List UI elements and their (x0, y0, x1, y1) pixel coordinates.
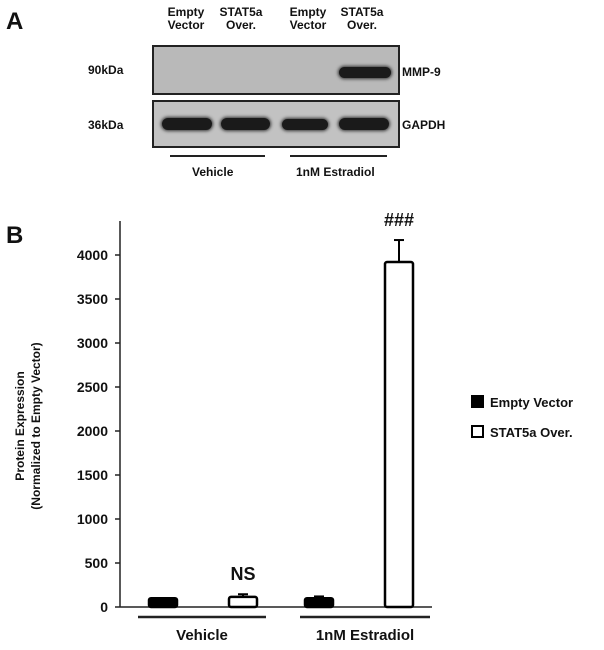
lane-header-line2: Over. (346, 18, 378, 32)
lane-header-line2: Vector (289, 18, 327, 32)
y-tick-label: 1000 (77, 511, 108, 527)
y-axis-label: (Normalized to Empty Vector) (29, 342, 43, 509)
blot-band (339, 67, 391, 78)
bar (227, 595, 259, 609)
y-tick-label: 3500 (77, 291, 108, 307)
significance-label: NS (230, 564, 255, 584)
bar (383, 260, 415, 609)
legend-swatch (471, 425, 484, 438)
group-line-estradiol (290, 155, 387, 157)
bar (303, 596, 335, 609)
y-tick-label: 1500 (77, 467, 108, 483)
x-category-label: Vehicle (176, 627, 228, 644)
significance-label: ### (384, 210, 414, 230)
y-tick-label: 3000 (77, 335, 108, 351)
legend-label: STAT5a Over. (490, 425, 573, 440)
blot-protein-label: MMP-9 (402, 65, 441, 79)
blot-band (162, 118, 212, 130)
western-blot-gapdh (152, 100, 400, 148)
y-tick-label: 4000 (77, 247, 108, 263)
y-tick-label: 2500 (77, 379, 108, 395)
western-blot-mmp9 (152, 45, 400, 95)
y-tick-label: 2000 (77, 423, 108, 439)
lane-header: STAT5a Over. (335, 6, 389, 32)
y-tick-label: 500 (85, 555, 109, 571)
group-line-vehicle (170, 155, 265, 157)
panel-a-letter: A (6, 8, 24, 35)
group-label-estradiol: 1nM Estradiol (296, 165, 375, 179)
blot-band (339, 118, 389, 130)
y-tick-label: 0 (100, 599, 108, 615)
blot-size-label: 90kDa (88, 63, 124, 77)
legend-swatch (471, 395, 484, 408)
bar (147, 596, 179, 609)
lane-header-line1: STAT5a (340, 5, 384, 19)
lane-header-line1: Empty (289, 5, 327, 19)
lane-header-line2: Vector (167, 18, 205, 32)
lane-header: STAT5a Over. (214, 6, 268, 32)
legend-label: Empty Vector (490, 395, 573, 410)
lane-header-line1: STAT5a (219, 5, 263, 19)
panel-b-letter: B (6, 222, 24, 249)
group-label-vehicle: Vehicle (192, 165, 234, 179)
chart-bars: NS ### (147, 210, 415, 609)
chart-axes: 0 500 1000 1500 2000 2500 3000 3500 4000 Protein … (13, 221, 432, 644)
blot-band (221, 118, 270, 130)
x-category-label: 1nM Estradiol (316, 627, 414, 644)
chart-legend: Empty Vector STAT5a Over. (471, 395, 573, 440)
lane-header: Empty Vector (281, 6, 335, 32)
lane-header-line1: Empty (167, 5, 205, 19)
lane-header: Empty Vector (159, 6, 213, 32)
blot-band (282, 119, 328, 130)
blot-size-label: 36kDa (88, 118, 124, 132)
lane-header-line2: Over. (225, 18, 257, 32)
blot-protein-label: GAPDH (402, 118, 446, 132)
y-axis-label: Protein Expression (13, 371, 27, 480)
